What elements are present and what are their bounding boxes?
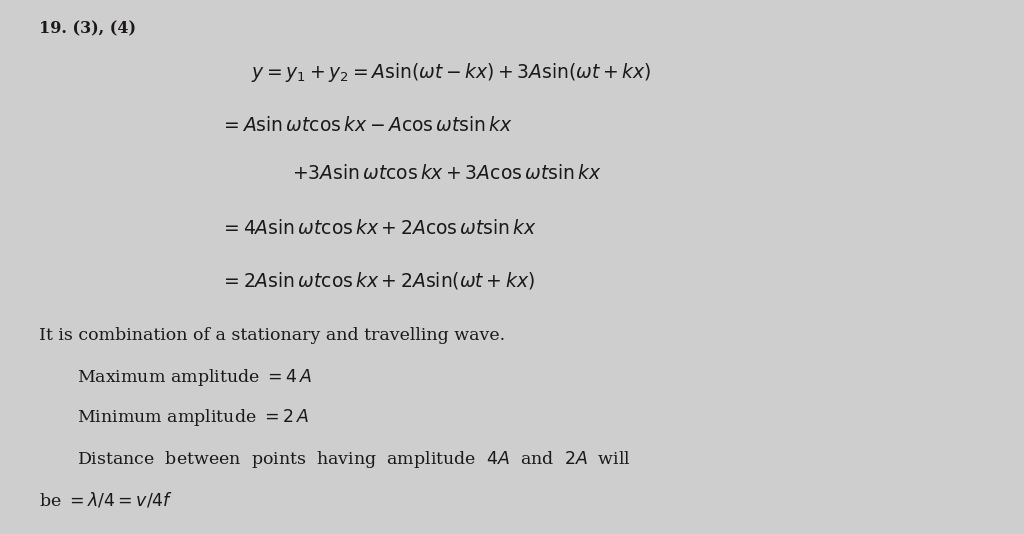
Text: $+3A\sin\omega t\cos kx + 3A\cos\omega t\sin kx$: $+3A\sin\omega t\cos kx + 3A\cos\omega t…: [292, 164, 601, 183]
Text: $= 4A\sin\omega t\cos kx + 2A\cos\omega t\sin kx$: $= 4A\sin\omega t\cos kx + 2A\cos\omega …: [220, 219, 537, 238]
Text: Distance  between  points  having  amplitude  $4A$  and  $2A$  will: Distance between points having amplitude…: [77, 449, 631, 470]
Text: be $= \lambda/4 = v/4f$: be $= \lambda/4 = v/4f$: [39, 491, 173, 510]
Text: $= 2A\sin\omega t\cos kx + 2A\sin(\omega t + kx)$: $= 2A\sin\omega t\cos kx + 2A\sin(\omega…: [220, 270, 536, 291]
Text: Minimum amplitude $= 2\,A$: Minimum amplitude $= 2\,A$: [77, 407, 308, 428]
Text: It is combination of a stationary and travelling wave.: It is combination of a stationary and tr…: [39, 327, 505, 344]
Text: $y = y_1 + y_2 = A\sin(\omega t - kx) + 3A\sin(\omega t + kx)$: $y = y_1 + y_2 = A\sin(\omega t - kx) + …: [251, 60, 651, 84]
Text: Maximum amplitude $= 4\,A$: Maximum amplitude $= 4\,A$: [77, 367, 312, 388]
Text: 19. (3), (4): 19. (3), (4): [39, 21, 136, 38]
Text: $= A\sin\omega t\cos kx - A\cos\omega t\sin kx$: $= A\sin\omega t\cos kx - A\cos\omega t\…: [220, 116, 513, 135]
